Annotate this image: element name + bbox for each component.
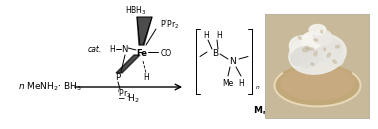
Text: H: H (109, 45, 115, 54)
Ellipse shape (274, 64, 361, 106)
Text: B: B (212, 50, 218, 58)
Text: P: P (115, 72, 121, 82)
Text: $_n$: $_n$ (255, 83, 260, 92)
Text: $-$ H$_2$: $-$ H$_2$ (117, 93, 140, 105)
Ellipse shape (333, 60, 336, 63)
Text: $^i$Pr$_2$: $^i$Pr$_2$ (117, 86, 131, 100)
Ellipse shape (313, 30, 332, 45)
Text: $n$ MeNH$_2$$\cdot$ BH$_3$: $n$ MeNH$_2$$\cdot$ BH$_3$ (18, 81, 82, 93)
Text: Me: Me (222, 79, 234, 87)
Ellipse shape (281, 67, 354, 100)
Text: cat.: cat. (88, 45, 102, 54)
Ellipse shape (324, 48, 325, 51)
Ellipse shape (321, 30, 323, 33)
Text: P$^i$Pr$_2$: P$^i$Pr$_2$ (160, 17, 179, 31)
Text: CO: CO (160, 49, 172, 58)
Ellipse shape (289, 34, 346, 74)
Text: N: N (121, 45, 127, 54)
Ellipse shape (314, 39, 318, 41)
Text: H: H (216, 31, 222, 41)
Text: Fe: Fe (136, 49, 147, 58)
Ellipse shape (323, 50, 344, 66)
Ellipse shape (302, 48, 308, 52)
Text: HBH$_3$: HBH$_3$ (125, 5, 147, 17)
Text: N: N (229, 57, 236, 66)
Text: $\mathbf{M_n}$ up to 38.000 g/mol: $\mathbf{M_n}$ up to 38.000 g/mol (253, 104, 367, 117)
Ellipse shape (300, 55, 318, 68)
Ellipse shape (305, 46, 310, 50)
Ellipse shape (290, 36, 321, 59)
Ellipse shape (314, 51, 317, 56)
Text: H: H (143, 72, 149, 82)
Polygon shape (137, 17, 152, 45)
Ellipse shape (291, 47, 313, 65)
FancyBboxPatch shape (265, 14, 370, 119)
Text: H: H (203, 31, 209, 41)
Ellipse shape (311, 63, 314, 65)
Ellipse shape (336, 45, 340, 48)
Ellipse shape (327, 53, 331, 57)
Ellipse shape (298, 36, 301, 39)
Ellipse shape (302, 32, 323, 49)
Text: H: H (238, 79, 244, 87)
Ellipse shape (310, 48, 314, 50)
Ellipse shape (309, 25, 326, 35)
Ellipse shape (314, 40, 342, 62)
Polygon shape (116, 55, 140, 73)
